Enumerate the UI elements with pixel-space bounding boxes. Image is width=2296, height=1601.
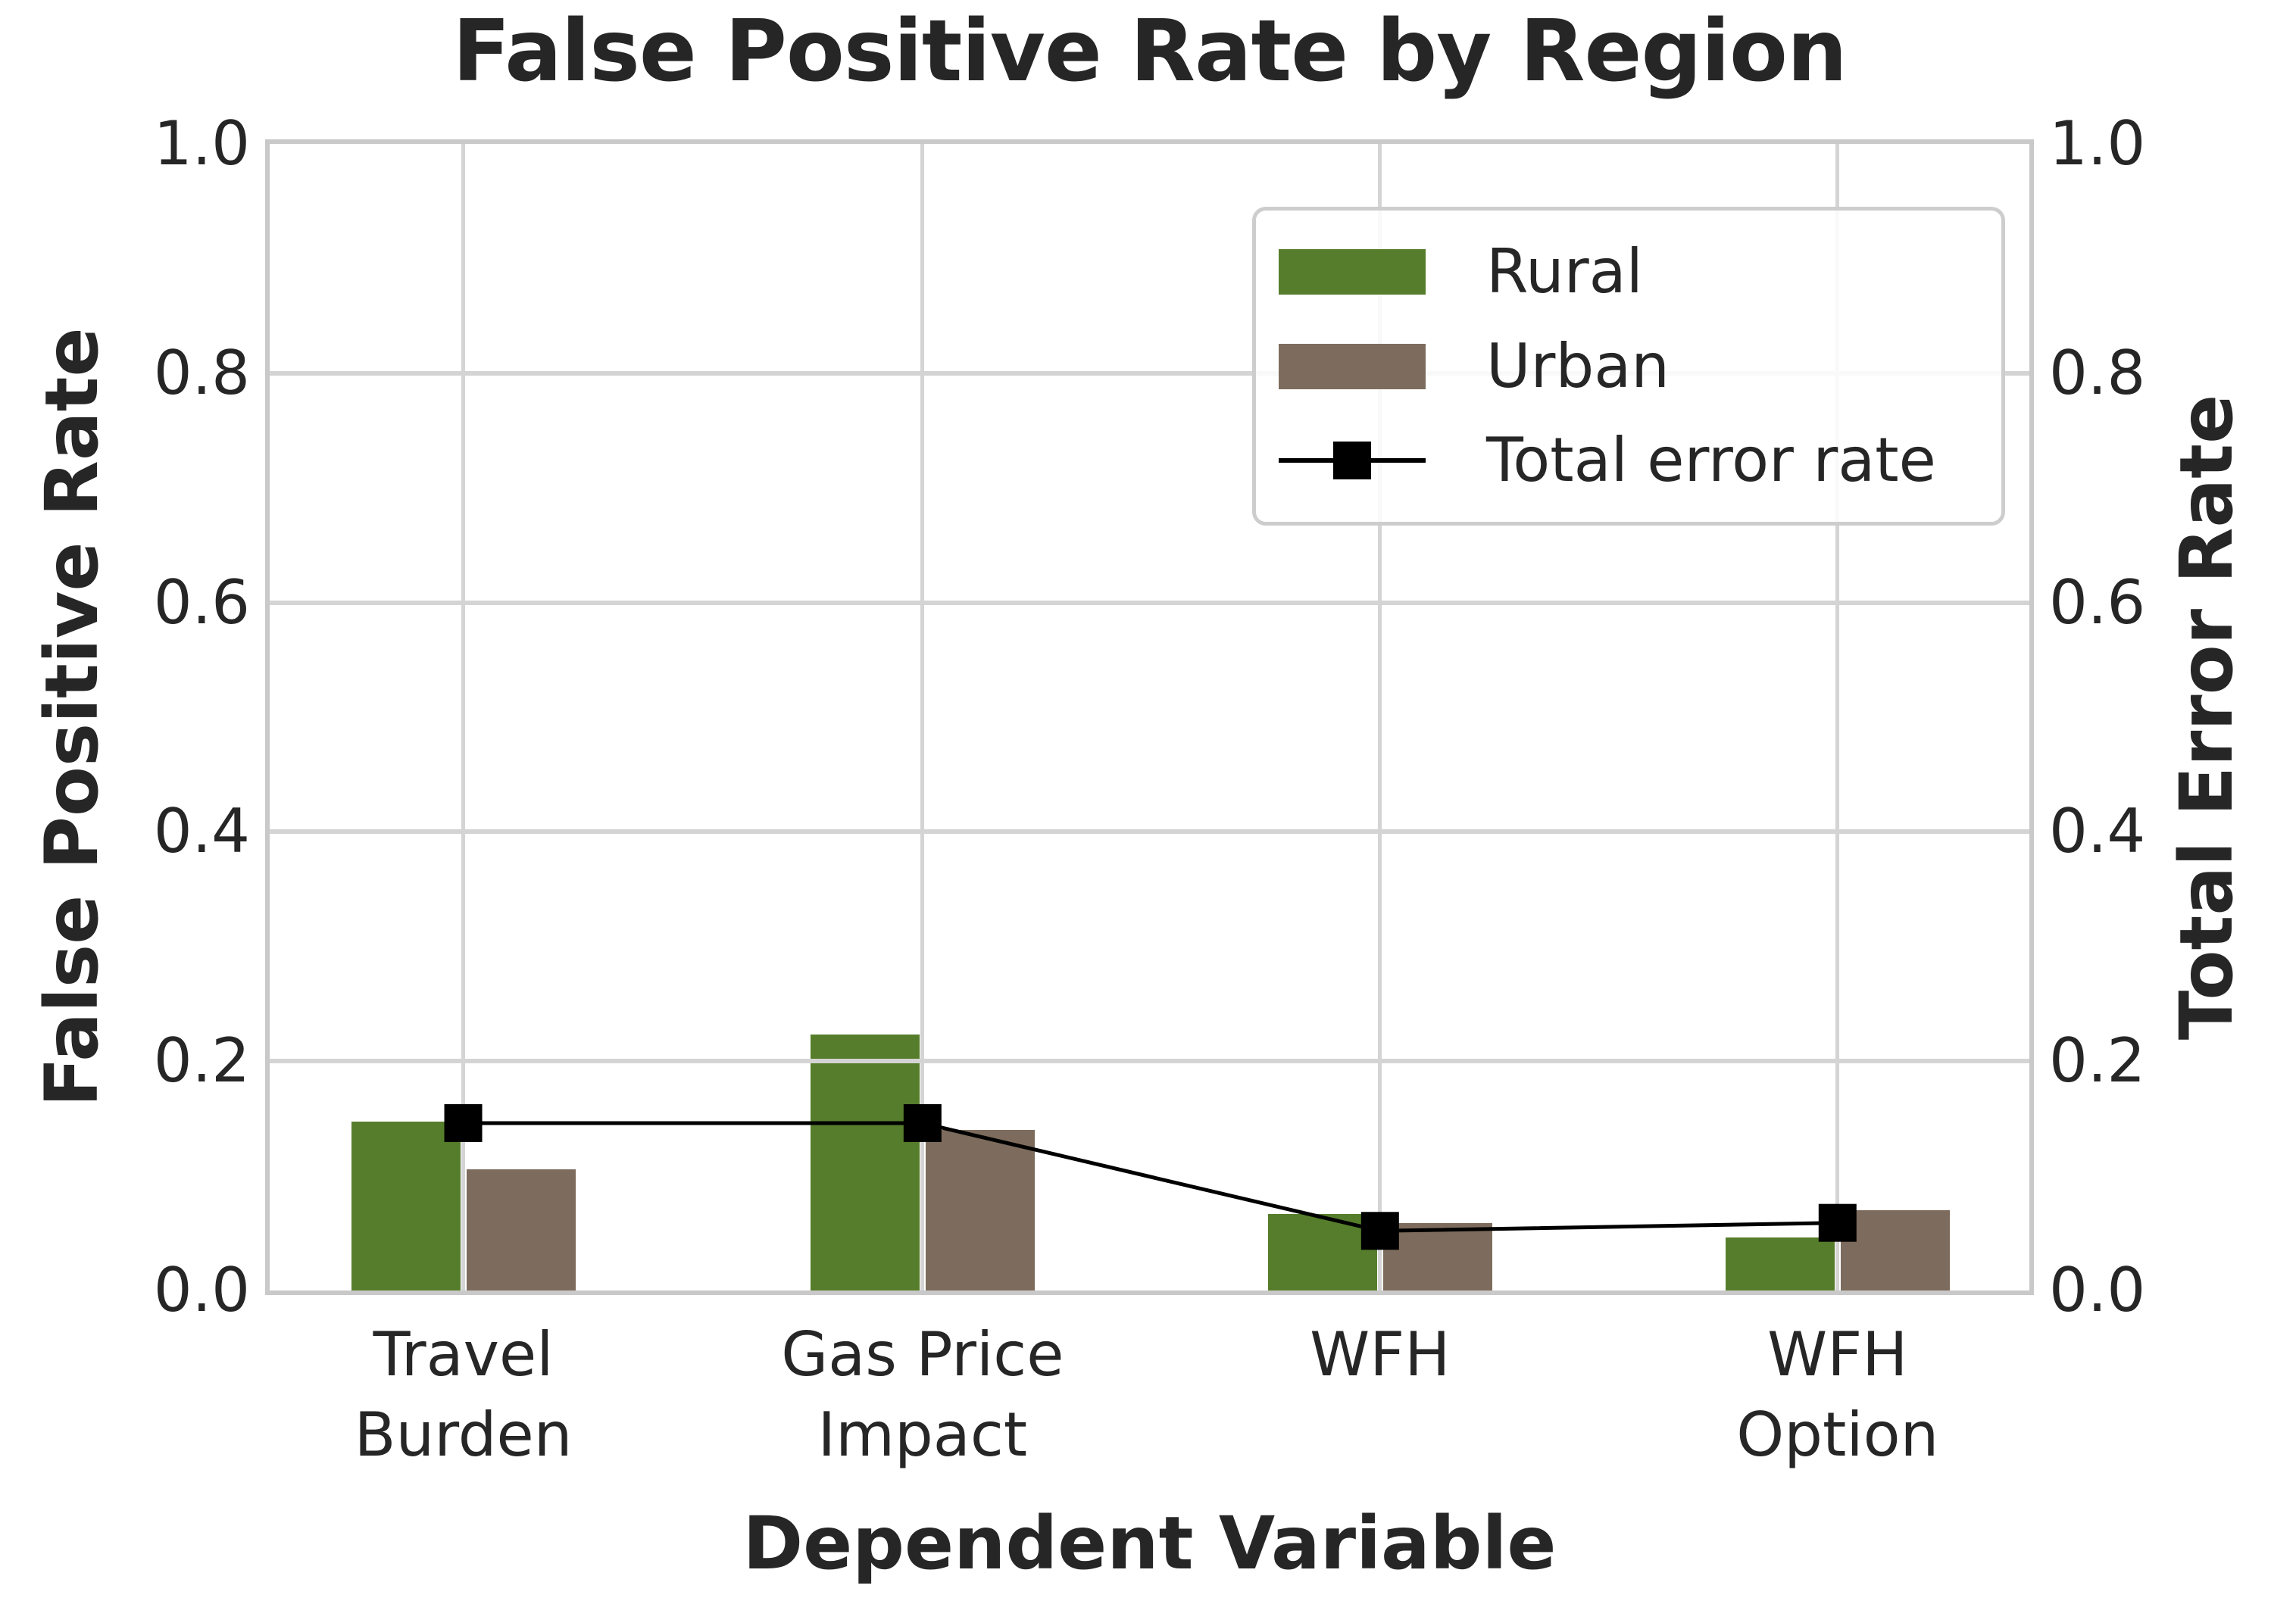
v-gridline <box>1378 144 1382 1290</box>
ytick-right-0.2: 0.2 <box>2049 1025 2146 1097</box>
total-error-line-layer <box>444 1103 1857 1250</box>
total-error-line-handle <box>1279 438 1426 483</box>
h-gridline <box>270 1059 2029 1064</box>
ytick-right-0.4: 0.4 <box>2049 796 2146 867</box>
bar-urban-3 <box>1840 1210 1950 1290</box>
y-axis-label-right: Total Error Rate <box>2164 394 2249 1041</box>
legend-label-total-error: Total error rate <box>1486 425 1936 496</box>
square-marker-icon <box>1333 442 1371 480</box>
rural-swatch-color <box>1279 248 1426 295</box>
total-error-marker-1 <box>903 1103 942 1142</box>
urban-swatch <box>1279 343 1426 389</box>
bar-rural-3 <box>1725 1237 1835 1290</box>
bar-rural-1 <box>810 1035 920 1290</box>
h-gridline <box>270 829 2029 835</box>
v-gridline <box>461 144 466 1290</box>
y-axis-label-left: False Positive Rate <box>30 327 114 1107</box>
ytick-left-0.2: 0.2 <box>153 1025 250 1097</box>
legend-row-total-error: Total error rate <box>1279 423 1979 498</box>
ytick-left-0.8: 0.8 <box>153 337 250 408</box>
ytick-left-0.6: 0.6 <box>153 566 250 638</box>
rural-swatch <box>1279 248 1426 295</box>
ytick-right-1.0: 1.0 <box>2049 108 2146 179</box>
ytick-left-0.0: 0.0 <box>153 1255 250 1325</box>
total-error-line <box>463 1121 1838 1233</box>
total-error-marker-2 <box>1360 1212 1399 1250</box>
ytick-right-0.8: 0.8 <box>2049 337 2146 408</box>
h-gridline <box>270 370 2029 376</box>
legend-label-urban: Urban <box>1486 330 1670 401</box>
legend-row-rural: Rural <box>1279 234 1979 310</box>
bar-urban-1 <box>925 1130 1035 1290</box>
urban-swatch-color <box>1279 343 1426 389</box>
bar-urban-0 <box>466 1169 576 1290</box>
bar-urban-2 <box>1382 1222 1492 1290</box>
v-gridline <box>920 144 925 1290</box>
xtick-2: WFH <box>1310 1319 1451 1390</box>
chart-title: False Positive Rate by Region <box>452 2 1847 101</box>
xtick-3: WFH Option <box>1736 1319 1939 1470</box>
xtick-0: Travel Burden <box>354 1319 573 1470</box>
total-error-marker-0 <box>444 1103 483 1142</box>
ytick-right-0.6: 0.6 <box>2049 566 2146 638</box>
total-error-marker-3 <box>1818 1203 1857 1242</box>
legend-row-urban: Urban <box>1279 329 1979 404</box>
bar-rural-0 <box>351 1122 461 1290</box>
ytick-right-0.0: 0.0 <box>2049 1255 2146 1325</box>
legend: Rural Urban Total error rate <box>1252 207 2005 526</box>
h-gridline <box>270 600 2029 605</box>
x-axis-label: Dependent Variable <box>742 1501 1557 1586</box>
legend-label-rural: Rural <box>1486 236 1643 307</box>
v-gridline <box>1835 144 1840 1290</box>
ytick-left-1.0: 1.0 <box>153 108 250 179</box>
ytick-left-0.4: 0.4 <box>153 796 250 867</box>
xtick-1: Gas Price Impact <box>781 1319 1064 1470</box>
